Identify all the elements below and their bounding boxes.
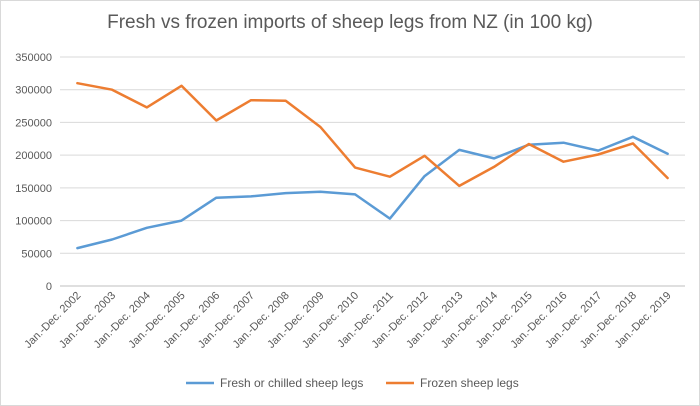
y-tick-label: 300000 — [15, 85, 52, 97]
y-tick-label: 200000 — [15, 150, 52, 162]
y-tick-label: 350000 — [15, 52, 52, 64]
chart-title: Fresh vs frozen imports of sheep legs fr… — [107, 12, 593, 33]
legend-label: Fresh or chilled sheep legs — [220, 376, 363, 390]
y-tick-label: 0 — [46, 281, 52, 293]
series-line-2 — [76, 81, 669, 188]
y-tick-label: 50000 — [21, 248, 52, 260]
y-tick-label: 100000 — [15, 216, 52, 228]
y-tick-label: 150000 — [15, 183, 52, 195]
series-line-1 — [76, 135, 669, 250]
y-tick-label: 250000 — [15, 117, 52, 129]
legend-label: Frozen sheep legs — [420, 376, 519, 390]
